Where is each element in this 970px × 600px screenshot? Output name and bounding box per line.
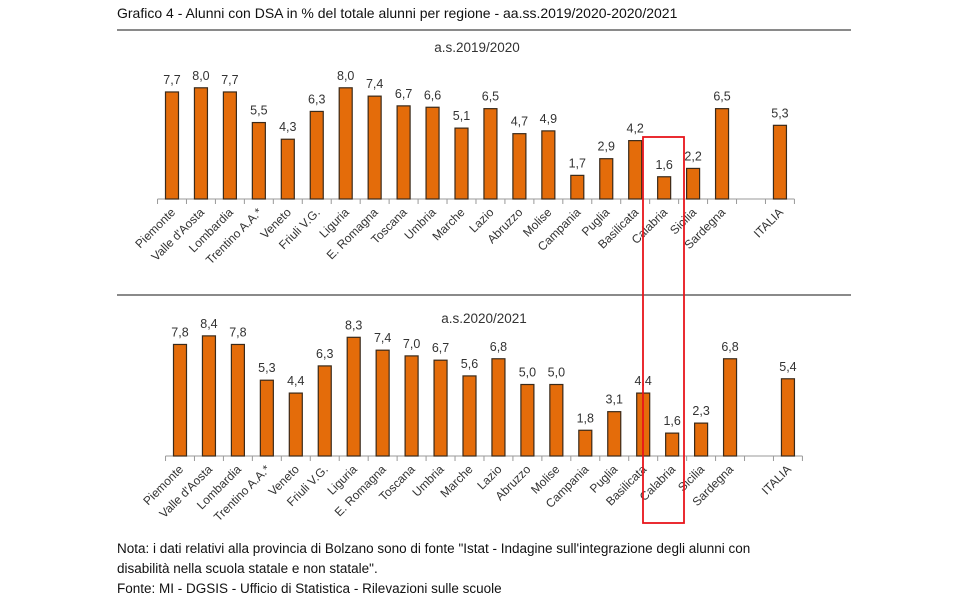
data-label: 6,6 [424, 88, 441, 102]
bar [483, 108, 498, 200]
bar [570, 174, 585, 200]
data-label: 1,6 [655, 158, 672, 172]
data-label: 8,4 [200, 317, 217, 331]
data-label: 7,8 [229, 325, 246, 339]
data-label: 6,5 [713, 90, 730, 104]
data-label: 6,3 [316, 347, 333, 361]
note-line-1: Nota: i dati relativi alla provincia di … [117, 541, 751, 556]
bar [375, 349, 390, 457]
main-title: Grafico 4 - Alunni con DSA in % del tota… [117, 5, 678, 21]
data-label: 6,8 [721, 340, 738, 354]
data-label: 1,8 [577, 411, 594, 425]
bar [599, 158, 614, 200]
bar [193, 87, 209, 200]
bar [338, 87, 353, 200]
data-label: 2,2 [684, 149, 701, 163]
category-label: Marche [429, 205, 467, 243]
data-label: 5,0 [519, 366, 536, 380]
data-label: 5,1 [453, 109, 470, 123]
data-label: 4,9 [540, 112, 557, 126]
data-label: 6,7 [432, 341, 449, 355]
data-label: 5,3 [258, 361, 275, 375]
note-line-2: disabilità nella scuola statale e non st… [117, 561, 378, 576]
data-label: 7,7 [221, 73, 238, 87]
data-label: 2,9 [598, 140, 615, 154]
data-label: 7,8 [171, 325, 188, 339]
bar [714, 108, 730, 200]
bar [665, 432, 680, 457]
data-label: 8,0 [192, 69, 209, 83]
bar [164, 91, 180, 200]
bar [280, 138, 295, 200]
data-label: 1,7 [569, 156, 586, 170]
bar [230, 343, 245, 457]
data-label: 4,4 [287, 374, 304, 388]
bar [772, 124, 788, 200]
bar [201, 335, 217, 457]
data-label: 7,7 [163, 73, 180, 87]
bar [251, 121, 266, 200]
bar [578, 429, 593, 457]
bar [693, 422, 709, 457]
bar [404, 355, 419, 457]
bar [396, 105, 411, 200]
data-label: 6,5 [482, 90, 499, 104]
data-label: 4,7 [511, 115, 528, 129]
bar [780, 378, 796, 457]
bar [657, 176, 672, 200]
bar [433, 359, 448, 457]
bar [462, 375, 477, 457]
data-label: 5,4 [779, 360, 796, 374]
chart2-title: a.s.2020/2021 [441, 311, 527, 326]
bar [722, 358, 738, 457]
bar [222, 91, 237, 200]
bar [628, 140, 643, 200]
bar [346, 336, 361, 457]
highlight-box [642, 136, 685, 524]
data-label: 2,3 [692, 404, 709, 418]
bar [317, 365, 332, 457]
category-label: ITALIA [759, 462, 794, 497]
category-label: ITALIA [751, 205, 786, 240]
data-label: 8,0 [337, 69, 354, 83]
data-label: 4,3 [279, 120, 296, 134]
source-line: Fonte: MI - DGSIS - Ufficio di Statistic… [117, 581, 502, 596]
bar [172, 343, 188, 457]
data-label: 7,0 [403, 337, 420, 351]
bar [520, 383, 535, 457]
data-label: 4,2 [627, 122, 644, 136]
data-label: 7,4 [366, 77, 383, 91]
data-label: 5,3 [771, 106, 788, 120]
data-label: 5,5 [250, 104, 267, 118]
bar [512, 133, 527, 200]
bar [425, 106, 440, 200]
bar [549, 383, 564, 457]
bar [259, 379, 274, 457]
category-label: Marche [437, 462, 475, 500]
data-label: 8,3 [345, 318, 362, 332]
bar [491, 358, 506, 457]
data-label: 6,7 [395, 87, 412, 101]
data-label: 7,4 [374, 331, 391, 345]
data-label: 5,6 [461, 357, 478, 371]
bar [685, 167, 701, 200]
data-label: 6,3 [308, 92, 325, 106]
data-label: 5,0 [548, 366, 565, 380]
data-label: 1,6 [663, 414, 680, 428]
bar [454, 127, 469, 200]
bar [288, 392, 303, 457]
bar [309, 110, 324, 200]
bar [367, 95, 382, 200]
bar [607, 411, 622, 457]
data-label: 3,1 [606, 393, 623, 407]
data-label: 6,8 [490, 340, 507, 354]
chart1-title: a.s.2019/2020 [434, 40, 520, 55]
bar [541, 130, 556, 200]
